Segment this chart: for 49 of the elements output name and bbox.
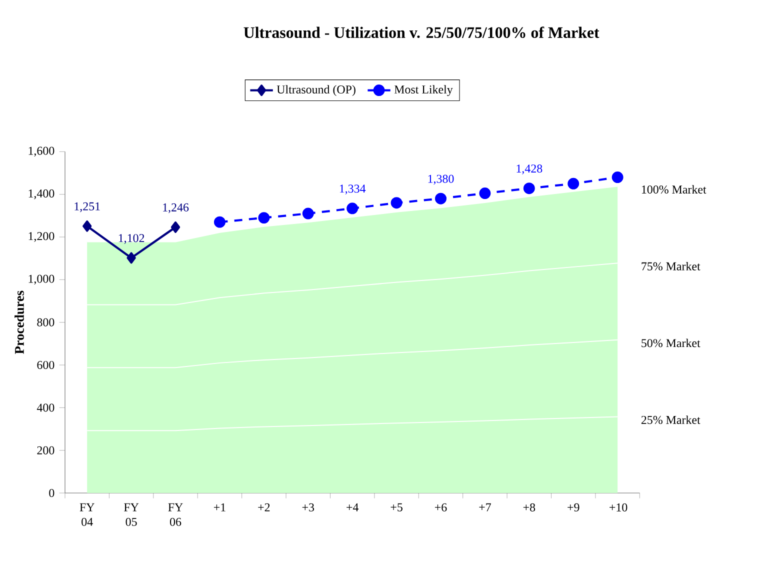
point — [302, 208, 314, 220]
x-tick-label: FY 06 — [168, 503, 183, 526]
y-tick-label: 0 — [49, 488, 54, 498]
point — [346, 202, 358, 214]
data-label: 1,246 — [163, 203, 189, 214]
series-label: 25% Market — [641, 416, 700, 424]
point — [214, 216, 226, 228]
data-label: 1,380 — [428, 174, 454, 185]
point — [568, 178, 580, 190]
x-tick-label: +6 — [434, 503, 447, 512]
point — [126, 252, 136, 264]
point — [258, 212, 270, 224]
data-label: 1,251 — [74, 202, 100, 212]
y-tick-label: 1,400 — [28, 189, 54, 200]
point — [435, 192, 446, 204]
point — [170, 221, 180, 233]
x-tick-label: +8 — [523, 503, 536, 512]
x-tick-label: FY 04 — [80, 503, 94, 526]
y-axis-title: Procedures — [14, 290, 24, 354]
y-tick-label: 1,200 — [28, 232, 54, 242]
point — [82, 220, 92, 232]
x-tick-label: +2 — [258, 503, 270, 512]
y-tick-label: 1,000 — [28, 274, 54, 285]
chart-title: Ultrasound - Utilization v. 25/50/75/100% of Market — [244, 26, 600, 38]
y-tick-label: 800 — [37, 318, 54, 326]
x-tick-label: +4 — [346, 503, 359, 512]
text: 75% Market — [642, 262, 700, 270]
point — [390, 197, 402, 209]
x-tick-label: +10 — [610, 503, 628, 512]
text: 50% Market — [642, 338, 700, 348]
data-label: 1,428 — [516, 164, 542, 174]
x-tick-label: +9 — [568, 503, 580, 512]
point — [479, 188, 491, 199]
x-tick-label: +3 — [302, 503, 314, 512]
text: 100% Market — [642, 185, 706, 194]
legend-label: Most Likely — [394, 85, 453, 96]
legend-label: Ultrasound (OP) — [276, 85, 356, 96]
y-tick-label: 200 — [37, 446, 54, 454]
y-tick-label: 400 — [36, 404, 54, 412]
data-label: 1,102 — [118, 234, 144, 244]
point — [612, 172, 624, 183]
x-tick-label: FY 05 — [124, 503, 139, 526]
data-label: 1,334 — [340, 184, 366, 194]
y-tick-label: 1,600 — [28, 146, 54, 157]
x-tick-label: +7 — [479, 503, 491, 512]
point — [523, 182, 535, 194]
x-tick-label: +5 — [390, 503, 402, 512]
y-tick-label: 600 — [37, 360, 54, 370]
x-tick-label: +1 — [214, 503, 226, 512]
